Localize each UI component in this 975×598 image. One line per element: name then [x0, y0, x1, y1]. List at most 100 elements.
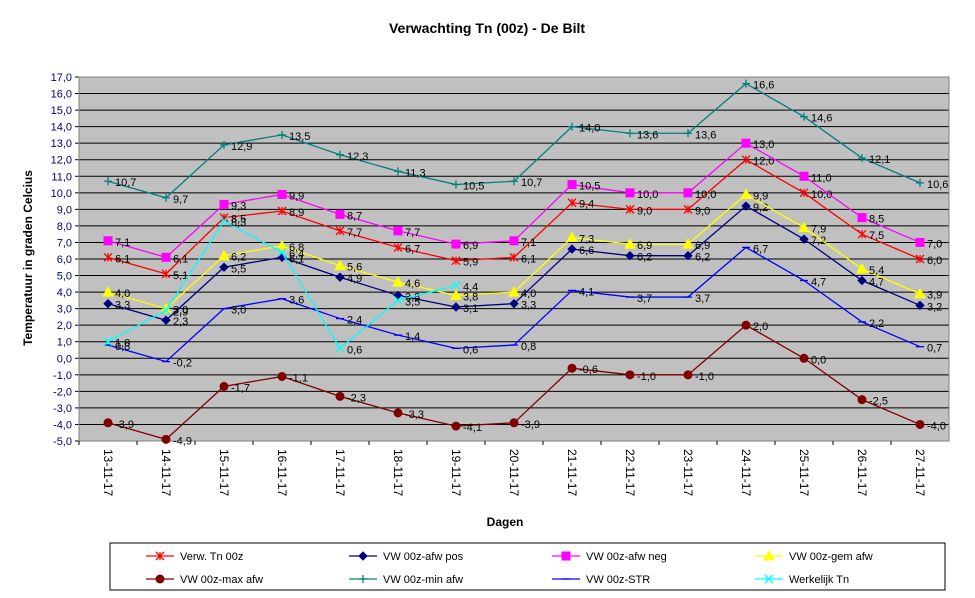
marker	[393, 242, 403, 252]
data-label: 6,8	[289, 242, 304, 254]
marker	[798, 221, 810, 233]
marker-shape	[682, 238, 694, 249]
y-tick-label: -5,0	[53, 436, 72, 448]
marker	[451, 281, 461, 290]
x-tick-label: 21-11-17	[565, 449, 579, 496]
marker	[799, 188, 809, 198]
marker-shape	[161, 252, 171, 262]
x-tick-label: 25-11-17	[797, 449, 811, 496]
data-label: 13,5	[289, 131, 310, 143]
marker	[858, 154, 866, 163]
data-label: 7,7	[405, 227, 420, 239]
marker	[161, 315, 171, 325]
x-tick-label: 26-11-17	[855, 449, 869, 496]
marker	[218, 249, 230, 261]
marker-shape	[857, 275, 867, 286]
marker	[741, 138, 751, 148]
data-label: 10,0	[637, 189, 658, 201]
data-label: 12,0	[753, 156, 774, 168]
marker-shape	[451, 302, 461, 312]
marker	[857, 275, 867, 286]
data-label: 3,8	[463, 291, 478, 303]
marker	[278, 130, 286, 139]
data-label: 12,1	[869, 154, 890, 166]
data-label: 3,0	[173, 305, 188, 317]
marker-shape	[683, 370, 693, 380]
marker	[335, 343, 345, 353]
marker	[277, 247, 287, 257]
x-tick-label: 18-11-17	[391, 449, 405, 496]
marker-shape	[334, 259, 346, 271]
marker	[509, 236, 519, 246]
y-tick-label: 1,0	[57, 337, 72, 349]
marker	[741, 320, 751, 330]
marker-shape	[799, 234, 809, 244]
marker-shape	[102, 286, 114, 297]
data-label: 9,2	[753, 202, 768, 214]
legend-label: VW 00z-max afw	[180, 574, 263, 586]
data-label: 8,3	[231, 217, 246, 229]
data-label: 6,1	[289, 253, 304, 265]
marker-shape	[567, 363, 577, 373]
data-label: 7,0	[927, 238, 942, 250]
marker	[336, 150, 344, 159]
marker-shape	[915, 300, 925, 311]
marker	[277, 189, 287, 199]
marker	[684, 129, 692, 138]
marker-shape	[509, 418, 519, 428]
marker-shape	[508, 286, 520, 297]
marker	[509, 418, 519, 428]
marker	[276, 239, 288, 251]
marker	[451, 302, 461, 312]
marker	[763, 549, 775, 561]
data-label: 3,2	[927, 301, 942, 313]
data-label: 3,7	[637, 293, 652, 305]
marker	[914, 287, 926, 299]
x-tick-label: 19-11-17	[449, 449, 463, 496]
legend-label: VW 00z-gem afw	[789, 551, 873, 563]
marker-shape	[741, 201, 751, 211]
data-label: 9,9	[753, 190, 768, 202]
marker	[394, 167, 402, 176]
data-label: 8,5	[869, 214, 884, 226]
y-tick-label: 8,0	[57, 221, 72, 233]
data-label: 3,5	[405, 296, 420, 308]
data-label: 7,3	[579, 233, 594, 245]
y-tick-label: 9,0	[57, 204, 72, 216]
data-label: 5,9	[463, 257, 478, 269]
marker-shape	[683, 250, 693, 261]
data-label: 6,1	[173, 253, 188, 265]
data-label: 4,0	[521, 288, 536, 300]
legend-label: VW 00z-afw pos	[383, 551, 464, 563]
legend-label: VW 00z-STR	[586, 574, 650, 586]
data-label: 7,5	[869, 230, 884, 242]
marker-shape	[915, 419, 925, 429]
marker	[799, 234, 809, 244]
marker	[740, 188, 752, 199]
marker	[683, 188, 693, 198]
marker-shape	[219, 381, 229, 391]
data-label: 5,4	[869, 265, 884, 277]
legend-box	[109, 542, 946, 591]
marker-shape	[799, 353, 809, 363]
data-label: 12,9	[231, 141, 252, 153]
data-label: 2,4	[347, 315, 362, 327]
data-label: 0,8	[521, 341, 536, 353]
marker	[915, 419, 925, 429]
marker	[567, 244, 577, 254]
y-tick-label: 4,0	[57, 287, 72, 299]
marker-stroke	[764, 574, 774, 584]
marker-shape	[161, 315, 171, 325]
marker	[393, 408, 403, 418]
data-label: 11,3	[405, 167, 426, 179]
marker-shape	[155, 574, 165, 584]
marker	[161, 305, 171, 315]
marker-shape	[799, 171, 809, 181]
data-label: 2,9	[173, 306, 188, 318]
marker-shape	[335, 391, 345, 401]
data-label: 6,9	[695, 240, 710, 252]
data-label: 10,6	[927, 179, 948, 191]
marker-shape	[358, 551, 368, 561]
marker	[626, 129, 634, 138]
